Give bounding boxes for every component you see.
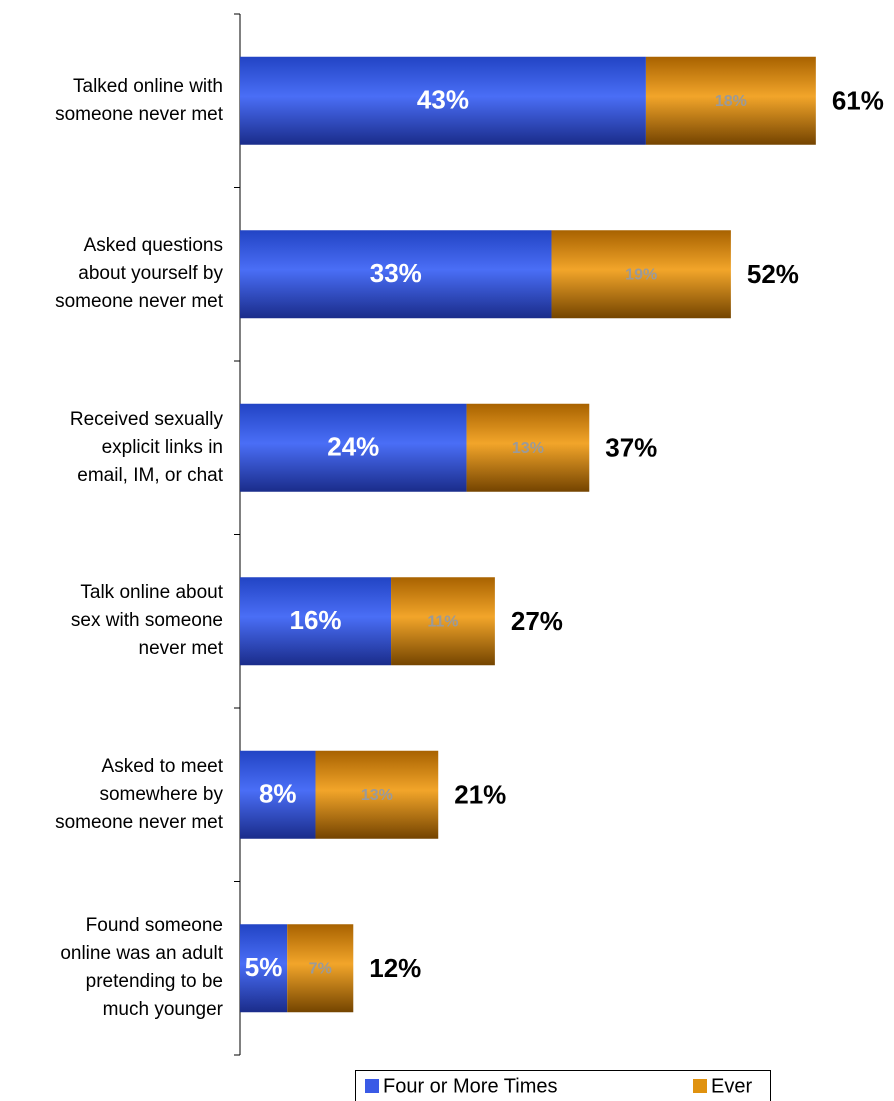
value-label: 19% — [625, 266, 657, 283]
total-label: 37% — [605, 433, 657, 463]
bar-segment — [240, 56, 646, 145]
bar-segment — [551, 230, 731, 319]
value-label: 43% — [417, 85, 469, 115]
value-label: 13% — [361, 787, 393, 804]
value-label: 33% — [370, 258, 422, 288]
category-label: Asked to meet somewhere by someone never… — [55, 755, 223, 833]
bar-segment — [315, 750, 439, 839]
bar-segment — [240, 230, 552, 319]
bar-segment — [240, 577, 392, 666]
category-label: Talked online with someone never met — [55, 75, 223, 125]
legend-swatch — [693, 1079, 707, 1093]
value-label: 24% — [327, 432, 379, 462]
bar-segment — [466, 403, 590, 492]
total-label: 27% — [511, 606, 563, 636]
bar-segment — [391, 577, 495, 666]
value-label: 5% — [245, 952, 283, 982]
category-label: Talk online about sex with someone never… — [70, 582, 223, 660]
legend-label: Four or More Times — [383, 1075, 557, 1097]
category-label: Received sexually explicit links in emai… — [69, 408, 223, 486]
bar-segment — [287, 924, 354, 1013]
value-label: 11% — [427, 613, 458, 630]
category-label: Found someone online was an adult preten… — [60, 915, 223, 1021]
value-label: 16% — [289, 605, 341, 635]
total-label: 52% — [747, 259, 799, 289]
total-label: 21% — [454, 780, 506, 810]
legend-box — [355, 1070, 771, 1101]
total-label: 12% — [369, 953, 421, 983]
value-label: 7% — [309, 960, 332, 977]
bar-segment — [240, 924, 288, 1013]
value-label: 18% — [715, 93, 747, 110]
value-label: 8% — [259, 779, 297, 809]
legend-label: Ever — [711, 1075, 752, 1097]
bar-segment — [240, 750, 316, 839]
category-label: Asked questions about yourself by someon… — [55, 235, 223, 313]
legend-swatch — [365, 1079, 379, 1093]
value-label: 13% — [512, 440, 544, 457]
total-label: 61% — [832, 86, 884, 116]
bar-segment — [240, 403, 467, 492]
bar-segment — [645, 56, 816, 145]
